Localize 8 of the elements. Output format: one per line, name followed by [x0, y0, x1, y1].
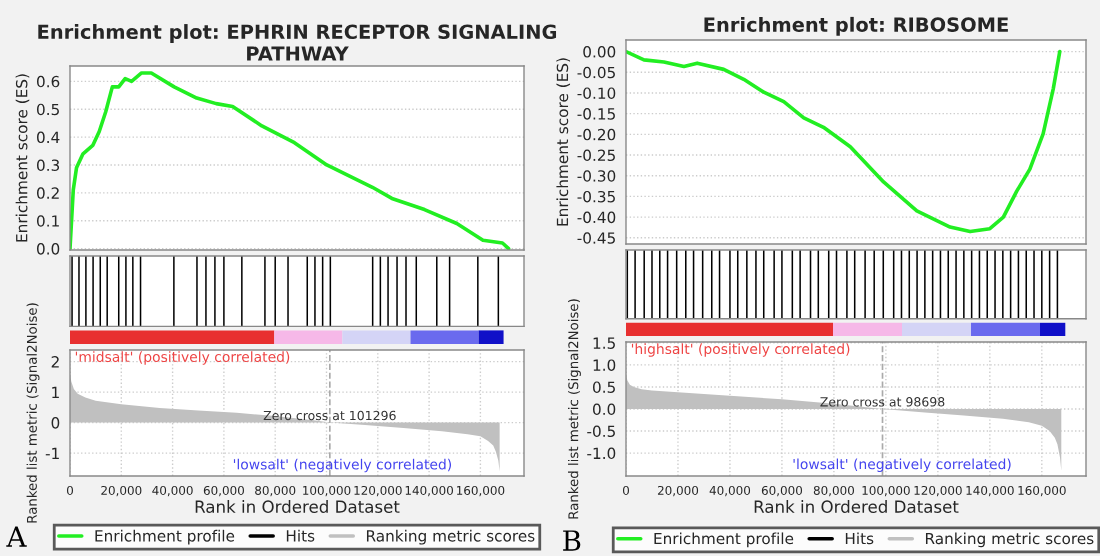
x-axis-title: Rank in Ordered Dataset [195, 500, 400, 513]
line-series [70, 71, 511, 250]
chart-title: Enrichment plot: EPHRIN RECEPTOR SIGNALING PATHWAY [38, 24, 557, 61]
text: B [563, 530, 581, 551]
chart-title: Enrichment plot: RIBOSOME [704, 16, 1008, 36]
x-axis-title: Rank in Ordered Dataset [754, 500, 959, 513]
line-series [626, 49, 1062, 234]
text: A [6, 526, 27, 547]
